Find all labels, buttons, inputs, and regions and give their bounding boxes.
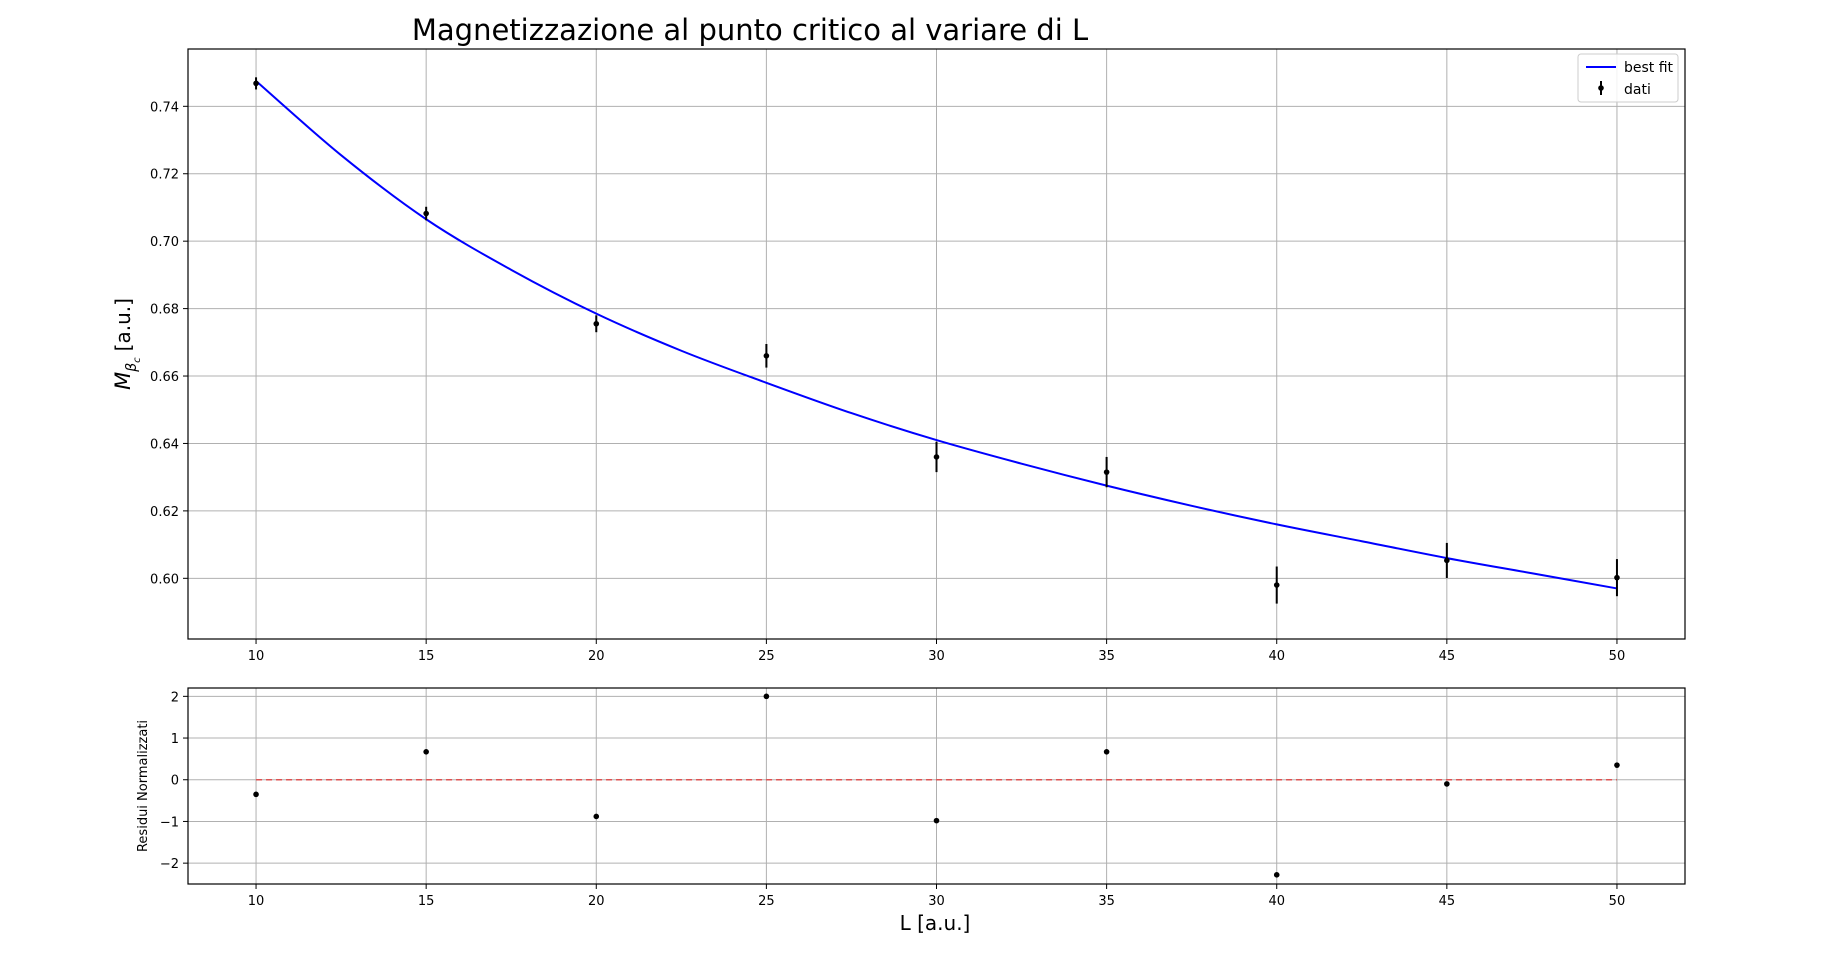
main-y-tick-label-6: 0.72 [150,168,179,183]
res-y-tick-label-1: −1 [160,815,179,830]
res-x-tick-label-0: 10 [248,894,265,909]
main-y-tick-label-7: 0.74 [150,100,179,115]
main-x-tick-label-6: 40 [1268,649,1285,664]
residuals-y-axis-label: Residui Normalizzati [136,720,151,852]
residual-point-3 [763,693,770,700]
residuals-x-ticks: 10 15 20 25 30 35 40 45 50 [248,884,1625,909]
residual-point-8 [1614,762,1620,768]
main-y-tick-label-2: 0.64 [150,437,179,452]
main-x-ticks: 10 15 20 25 30 35 40 45 50 [248,639,1625,664]
data-point-6 [1273,582,1280,588]
residual-point-1 [423,749,429,755]
data-point-4 [933,454,940,460]
data-point-5 [1103,469,1110,475]
res-x-tick-label-8: 50 [1609,894,1626,909]
residual-point-6 [1273,872,1280,878]
residual-point-0 [253,791,259,798]
data-point-3 [763,353,770,359]
res-y-tick-label-2: 0 [171,774,179,789]
residual-points-layer [253,693,1620,878]
res-x-tick-label-6: 40 [1268,894,1285,909]
main-y-tick-label-0: 0.60 [150,572,179,587]
res-x-tick-label-3: 25 [758,894,775,909]
res-y-tick-label-3: 1 [171,732,179,747]
main-x-tick-label-7: 45 [1439,649,1456,664]
main-x-tick-label-5: 35 [1098,649,1115,664]
legend: best fit dati [1577,53,1679,103]
res-y-tick-label-0: −2 [160,857,179,872]
data-point-8 [1614,574,1620,581]
main-y-axis-label: Mβc [a.u.] [111,298,143,390]
residual-point-2 [593,813,600,820]
best-fit-curve-layer [255,80,1618,590]
main-y-tick-label-5: 0.70 [150,235,179,250]
residual-point-5 [1103,749,1110,755]
res-y-tick-label-4: 2 [171,690,179,705]
x-axis-label: L [a.u.] [900,911,971,935]
res-x-tick-label-4: 30 [928,894,945,909]
data-point-1 [423,210,429,217]
main-x-tick-label-0: 10 [248,649,265,664]
main-x-tick-label-3: 25 [758,649,775,664]
main-x-tick-label-4: 30 [928,649,945,664]
legend-data-label: dati [1624,82,1651,98]
best-fit-curve [255,80,1618,590]
main-y-ticks: 0.60 0.62 0.64 0.66 0.68 0.70 0.72 0.74 [150,100,188,587]
residual-point-7 [1444,781,1450,787]
legend-fit-label: best fit [1624,60,1674,76]
data-point-7 [1444,557,1450,564]
y-label-subscript-c: c [132,357,143,363]
residual-point-4 [933,817,940,824]
res-x-tick-label-1: 15 [418,894,435,909]
main-x-tick-label-1: 15 [418,649,435,664]
main-y-tick-label-4: 0.68 [150,303,179,318]
chart-title: Magnetizzazione al punto critico al vari… [412,13,1088,47]
data-point-2 [593,320,600,327]
res-x-tick-label-5: 35 [1098,894,1115,909]
main-y-tick-label-1: 0.62 [150,505,179,520]
y-label-symbol: M [111,372,135,390]
main-x-tick-label-8: 50 [1609,649,1626,664]
res-x-tick-label-7: 45 [1439,894,1456,909]
residuals-y-ticks: −2 −1 0 1 2 [160,690,188,872]
data-point-0 [253,80,259,87]
y-label-unit: [a.u.] [111,298,135,351]
main-y-tick-label-3: 0.66 [150,370,179,385]
res-x-tick-label-2: 20 [588,894,605,909]
main-grid [188,49,1685,639]
data-points-layer [253,77,1620,604]
residuals-plot-panel: 10 15 20 25 30 35 40 45 50 −2 −1 0 1 2 Residui Norma… [136,687,1686,935]
main-x-tick-label-2: 20 [588,649,605,664]
main-plot-panel: 10 15 20 25 30 35 40 45 50 0.600.620.640.660.680… [111,48,1686,664]
legend-data-marker-swatch [1598,85,1604,91]
y-label-subscript-beta: β [124,363,140,373]
